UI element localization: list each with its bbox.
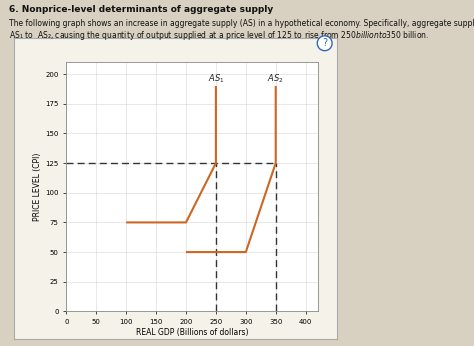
Text: The following graph shows an increase in aggregate supply (AS) in a hypothetical: The following graph shows an increase in… [9,19,474,28]
Text: 6. Nonprice-level determinants of aggregate supply: 6. Nonprice-level determinants of aggreg… [9,5,273,14]
Y-axis label: PRICE LEVEL (CPI): PRICE LEVEL (CPI) [34,153,43,221]
Text: ?: ? [322,38,327,48]
Text: $AS_1$: $AS_1$ [208,72,224,85]
Text: $AS_2$: $AS_2$ [267,72,284,85]
Text: AS₁ to  AS₂, causing the quantity of output supplied at a price level of 125 to : AS₁ to AS₂, causing the quantity of outp… [9,29,429,43]
X-axis label: REAL GDP (Billions of dollars): REAL GDP (Billions of dollars) [136,328,248,337]
